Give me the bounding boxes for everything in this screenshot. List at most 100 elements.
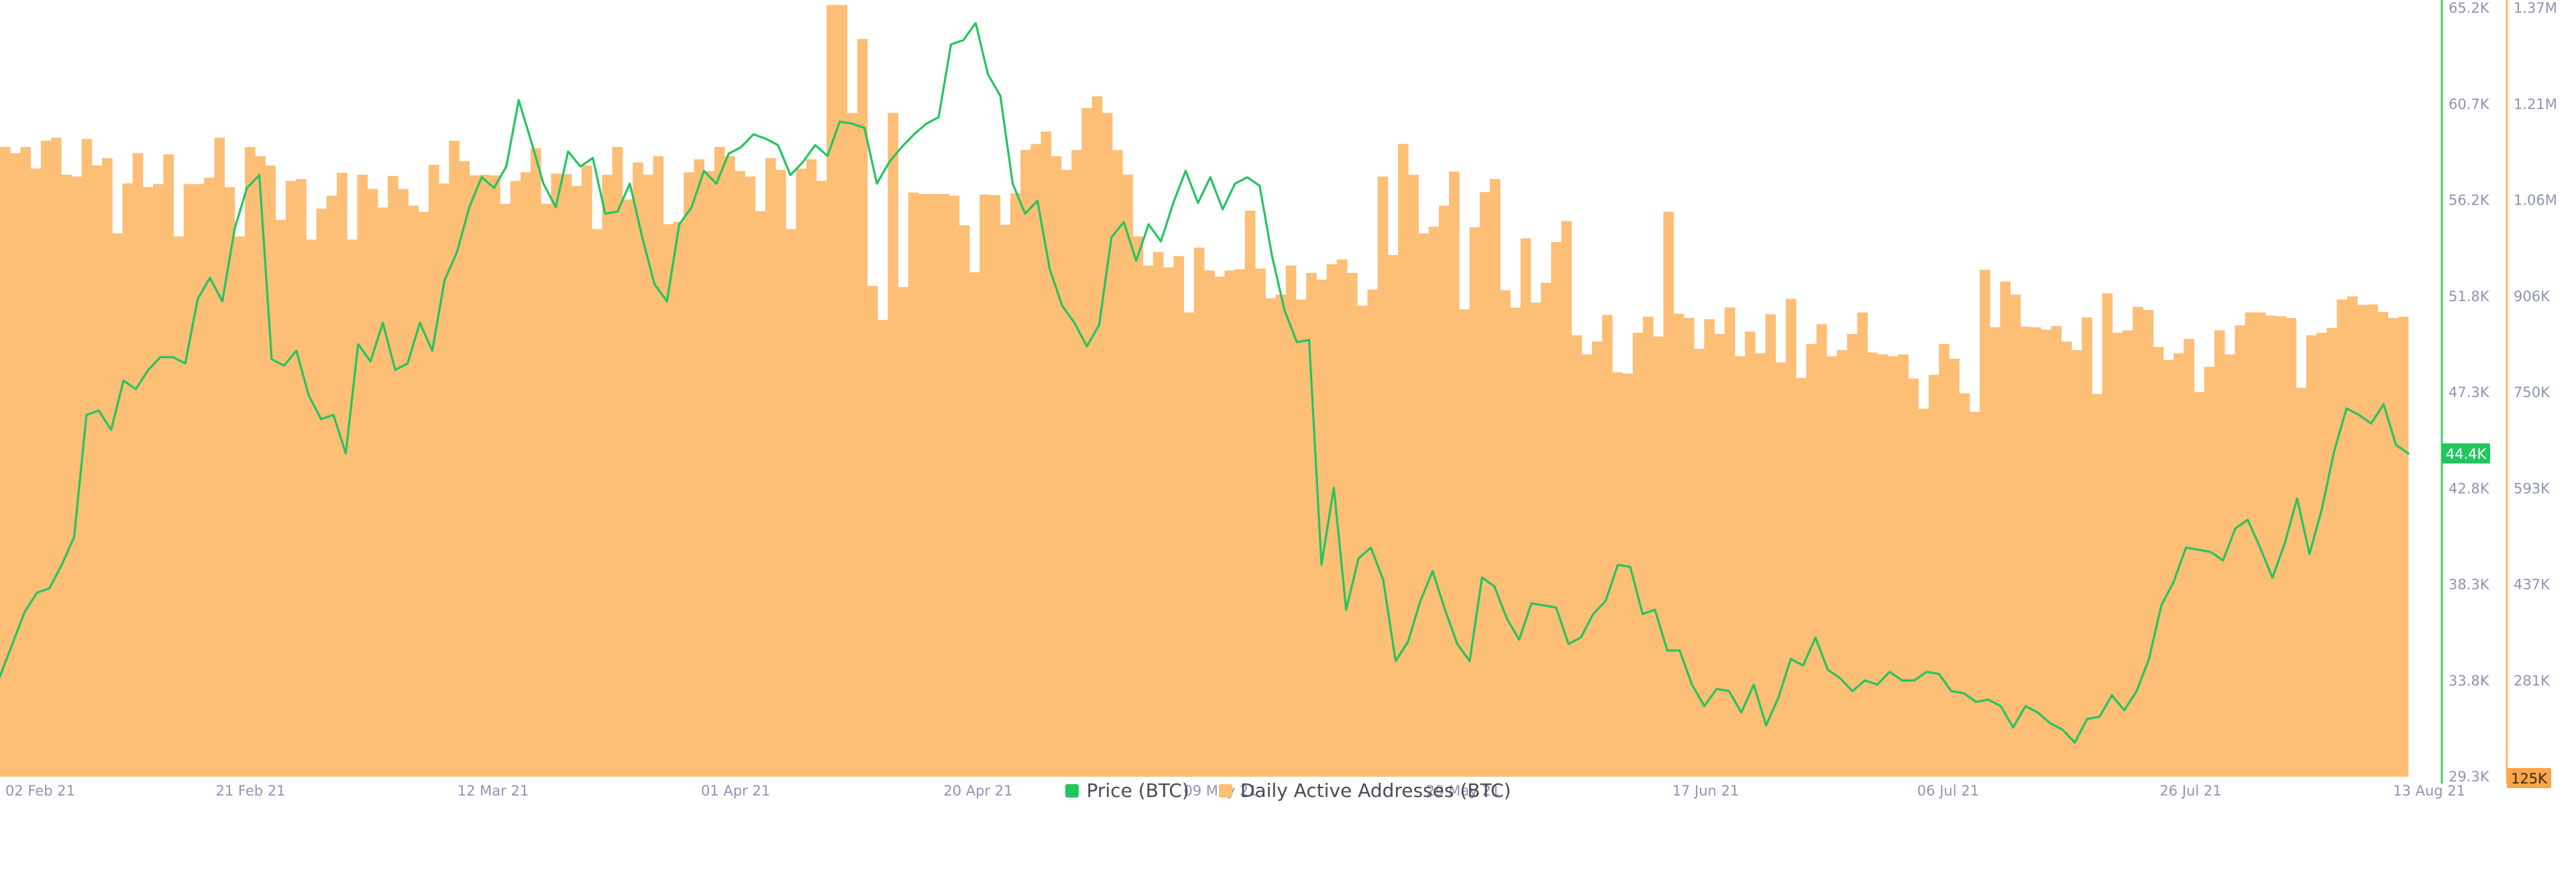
addresses-bar[interactable]	[1898, 354, 1909, 777]
addresses-bar[interactable]	[2102, 293, 2113, 777]
addresses-bar[interactable]	[153, 184, 164, 777]
addresses-bar[interactable]	[326, 195, 337, 777]
addresses-bar[interactable]	[1081, 108, 1093, 777]
addresses-bar[interactable]	[1193, 248, 1205, 777]
addresses-bar[interactable]	[1489, 178, 1501, 777]
addresses-bar[interactable]	[2387, 318, 2399, 777]
addresses-bar[interactable]	[459, 161, 470, 777]
addresses-bar[interactable]	[1673, 313, 1684, 777]
addresses-bar[interactable]	[1244, 210, 1256, 777]
addresses-bar[interactable]	[1051, 156, 1062, 777]
addresses-bar[interactable]	[1592, 341, 1603, 777]
addresses-bar[interactable]	[1224, 270, 1236, 777]
addresses-bar[interactable]	[1204, 270, 1215, 777]
addresses-bar[interactable]	[245, 147, 256, 777]
addresses-bar[interactable]	[510, 180, 521, 777]
addresses-bar[interactable]	[1949, 358, 1960, 777]
addresses-bar[interactable]	[2143, 310, 2154, 777]
addresses-bar[interactable]	[1908, 378, 1919, 777]
addresses-bar[interactable]	[255, 156, 266, 777]
addresses-bar[interactable]	[469, 175, 480, 777]
addresses-bar[interactable]	[336, 172, 347, 777]
addresses-bar[interactable]	[306, 239, 317, 777]
addresses-bar[interactable]	[316, 209, 327, 777]
addresses-bar[interactable]	[449, 140, 460, 777]
addresses-bar[interactable]	[142, 186, 154, 777]
addresses-bar[interactable]	[2092, 394, 2103, 777]
addresses-bar[interactable]	[1714, 334, 1725, 777]
addresses-bar[interactable]	[194, 184, 205, 777]
addresses-bar[interactable]	[1357, 305, 1368, 777]
addresses-bar[interactable]	[2123, 330, 2133, 777]
addresses-bar[interactable]	[1234, 269, 1246, 777]
addresses-bar[interactable]	[1622, 373, 1633, 777]
addresses-bar[interactable]	[285, 180, 297, 777]
addresses-bar[interactable]	[2245, 312, 2256, 777]
addresses-bar[interactable]	[2010, 294, 2021, 777]
addresses-bar[interactable]	[204, 178, 215, 777]
addresses-bar[interactable]	[1724, 307, 1735, 777]
addresses-bar[interactable]	[428, 164, 439, 777]
addresses-bar[interactable]	[357, 174, 368, 777]
addresses-bar[interactable]	[1775, 362, 1786, 777]
addresses-bar[interactable]	[2367, 304, 2378, 777]
addresses-bar[interactable]	[2255, 312, 2266, 777]
addresses-bar[interactable]	[1173, 256, 1184, 777]
price-line[interactable]	[0, 21, 2410, 744]
addresses-bar[interactable]	[1735, 356, 1746, 777]
addresses-bar[interactable]	[1255, 268, 1266, 777]
addresses-bar[interactable]	[1061, 170, 1072, 777]
addresses-bar[interactable]	[694, 159, 705, 777]
addresses-bar[interactable]	[1428, 226, 1440, 777]
addresses-bar[interactable]	[735, 171, 745, 777]
addresses-bar[interactable]	[908, 193, 919, 777]
addresses-bar[interactable]	[214, 138, 225, 777]
addresses-bar[interactable]	[1020, 150, 1031, 777]
addresses-bar[interactable]	[377, 207, 388, 777]
addresses-bar[interactable]	[592, 229, 602, 777]
addresses-bar[interactable]	[1295, 299, 1307, 777]
addresses-bar[interactable]	[653, 156, 664, 777]
addresses-bar[interactable]	[1632, 333, 1644, 777]
addresses-bar[interactable]	[1877, 354, 1888, 777]
addresses-bar[interactable]	[1122, 174, 1133, 777]
addresses-bar[interactable]	[1030, 144, 1042, 777]
addresses-bar[interactable]	[1071, 150, 1082, 777]
addresses-bar[interactable]	[20, 147, 32, 777]
addresses-bar[interactable]	[1469, 227, 1481, 777]
addresses-bar[interactable]	[1796, 378, 1807, 777]
addresses-bar[interactable]	[531, 148, 541, 777]
addresses-bar[interactable]	[408, 205, 419, 777]
addresses-bar[interactable]	[2265, 315, 2276, 777]
addresses-bar[interactable]	[479, 174, 490, 777]
addresses-bar[interactable]	[806, 159, 817, 777]
addresses-bar[interactable]	[1000, 225, 1011, 777]
addresses-bar[interactable]	[959, 225, 970, 777]
addresses-bar[interactable]	[388, 176, 398, 777]
addresses-bar[interactable]	[2031, 327, 2041, 777]
addresses-bar[interactable]	[796, 168, 807, 777]
addresses-bar[interactable]	[1275, 294, 1287, 777]
addresses-bar[interactable]	[724, 156, 735, 777]
addresses-bar[interactable]	[1326, 264, 1338, 777]
addresses-bar[interactable]	[969, 272, 980, 777]
addresses-bar[interactable]	[1694, 349, 1705, 777]
addresses-bar[interactable]	[1152, 252, 1164, 777]
addresses-bar[interactable]	[663, 224, 674, 777]
addresses-bar[interactable]	[112, 233, 123, 777]
addresses-bar[interactable]	[1980, 270, 1990, 777]
addresses-bar[interactable]	[40, 140, 52, 777]
addresses-bar[interactable]	[1142, 265, 1154, 777]
addresses-bar[interactable]	[1939, 343, 1949, 777]
addresses-bar[interactable]	[275, 219, 286, 777]
addresses-bar[interactable]	[91, 165, 103, 777]
addresses-bar[interactable]	[2020, 326, 2031, 777]
addresses-bar[interactable]	[1847, 334, 1858, 777]
addresses-bar[interactable]	[1306, 272, 1317, 777]
addresses-bar[interactable]	[2224, 354, 2235, 777]
addresses-bar[interactable]	[582, 165, 592, 777]
addresses-bar[interactable]	[81, 139, 93, 777]
addresses-bar[interactable]	[949, 195, 960, 777]
addresses-bar[interactable]	[296, 178, 307, 777]
addresses-bar[interactable]	[1183, 312, 1195, 777]
